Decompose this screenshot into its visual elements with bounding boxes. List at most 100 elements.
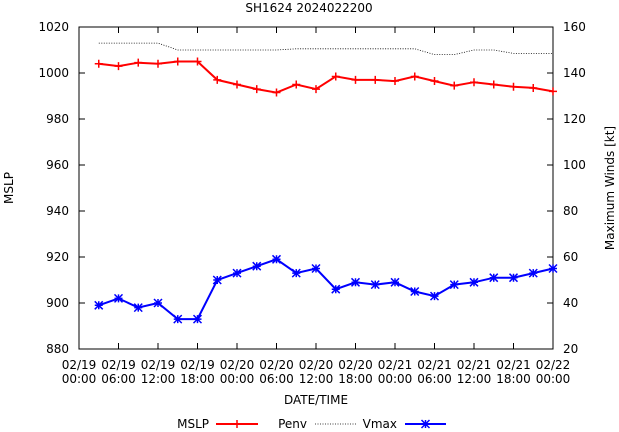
legend-item-mslp: MSLP (177, 417, 258, 431)
series-line-penv (98, 42, 553, 55)
x-tick-label-date: 02/20 (220, 358, 255, 372)
data-point-vmax (508, 273, 519, 283)
legend-swatch-marker (420, 419, 431, 429)
y2-tick-label: 60 (563, 250, 578, 264)
data-point-vmax (133, 303, 143, 313)
x-tick-label-date: 02/19 (101, 358, 136, 372)
y-tick-label: 1000 (38, 66, 69, 80)
x-tick-label-time: 00:00 (536, 372, 571, 386)
data-point-mslp (351, 75, 360, 84)
data-point-vmax (548, 263, 558, 274)
x-tick-label-date: 02/21 (496, 358, 531, 372)
data-point-vmax (271, 254, 282, 264)
data-point-vmax (429, 291, 440, 301)
x-tick-label-date: 02/20 (299, 358, 334, 372)
data-point-mslp (94, 59, 103, 68)
data-point-vmax (370, 280, 380, 290)
legend-item-penv: Penv (278, 417, 356, 431)
legend-label: Vmax (363, 417, 397, 431)
y-axis-title: MSLP (2, 172, 16, 204)
data-point-mslp (134, 58, 143, 67)
data-point-vmax (449, 280, 459, 290)
x-axis-title: DATE/TIME (284, 393, 348, 407)
y2-tick-label: 140 (563, 66, 586, 80)
x-tick-label-time: 12:00 (141, 372, 176, 386)
data-point-vmax (192, 314, 203, 324)
x-tick-label-time: 18:00 (338, 372, 373, 386)
x-tick-label-date: 02/20 (259, 358, 294, 372)
data-point-mslp (312, 85, 320, 94)
x-tick-label-date: 02/19 (180, 358, 215, 372)
legend: MSLP Penv Vmax (177, 417, 446, 431)
data-point-mslp (509, 82, 518, 91)
y2-tick-label: 120 (563, 112, 586, 126)
data-point-mslp (331, 72, 340, 81)
data-point-mslp (233, 80, 241, 89)
data-point-mslp (154, 59, 162, 68)
data-point-vmax (232, 268, 242, 278)
data-point-vmax (291, 268, 301, 278)
data-point-vmax (469, 277, 479, 287)
data-point-mslp (193, 57, 202, 66)
y-axis-left: 880 900 920 940 960 980 1000 1020 (38, 20, 553, 356)
data-point-vmax (153, 298, 163, 308)
data-point-mslp (489, 80, 498, 89)
x-tick-label-time: 12:00 (299, 372, 334, 386)
x-tick-label-date: 02/21 (378, 358, 413, 372)
x-tick-label-time: 00:00 (220, 372, 255, 386)
y2-tick-label: 20 (563, 342, 578, 356)
x-tick-label-time: 12:00 (457, 372, 492, 386)
data-point-mslp (272, 88, 281, 97)
y2-tick-label: 80 (563, 204, 578, 218)
data-point-mslp (391, 77, 399, 86)
data-point-mslp (430, 77, 439, 86)
data-point-vmax (173, 314, 183, 324)
series-penv (98, 42, 553, 55)
data-point-vmax (331, 284, 341, 294)
data-point-mslp (450, 81, 459, 90)
y-tick-label: 980 (46, 112, 69, 126)
data-point-mslp (470, 78, 478, 87)
y-tick-label: 920 (46, 250, 69, 264)
y-tick-label: 940 (46, 204, 69, 218)
x-tick-label-date: 02/20 (338, 358, 373, 372)
x-tick-label-date: 02/19 (62, 358, 97, 372)
x-tick-label-date: 02/19 (141, 358, 176, 372)
series-layer (94, 42, 558, 324)
y2-tick-label: 160 (563, 20, 586, 34)
legend-item-vmax: Vmax (363, 417, 446, 431)
y-tick-label: 900 (46, 296, 69, 310)
series-vmax (94, 254, 558, 324)
y2-tick-label: 100 (563, 158, 586, 172)
legend-label: MSLP (177, 417, 209, 431)
data-point-vmax (113, 293, 124, 303)
x-tick-label-date: 02/21 (417, 358, 452, 372)
legend-swatch-marker (233, 420, 241, 428)
data-point-mslp (371, 75, 380, 84)
y-tick-label: 960 (46, 158, 69, 172)
data-point-mslp (252, 85, 261, 94)
series-line-mslp (98, 60, 554, 94)
y-tick-label: 1020 (38, 20, 69, 34)
data-point-mslp (213, 75, 222, 84)
data-point-mslp (529, 83, 538, 92)
y2-axis-title: Maximum Winds [kt] (603, 126, 617, 250)
x-tick-label-date: 02/22 (536, 358, 571, 372)
data-point-mslp (292, 80, 301, 89)
x-tick-label-time: 00:00 (62, 372, 97, 386)
y2-tick-label: 40 (563, 296, 578, 310)
data-point-vmax (94, 300, 104, 310)
x-tick-label-time: 18:00 (496, 372, 531, 386)
data-point-vmax (410, 286, 420, 297)
data-point-vmax (390, 277, 400, 287)
x-tick-label-time: 00:00 (378, 372, 413, 386)
x-tick-label-time: 06:00 (101, 372, 136, 386)
x-tick-label-time: 06:00 (259, 372, 294, 386)
data-point-vmax (528, 268, 538, 278)
data-point-mslp (549, 87, 557, 96)
series-mslp (94, 57, 557, 97)
chart-title: SH1624 2024022200 (245, 1, 372, 15)
x-tick-label-time: 06:00 (417, 372, 452, 386)
data-point-vmax (489, 273, 499, 283)
